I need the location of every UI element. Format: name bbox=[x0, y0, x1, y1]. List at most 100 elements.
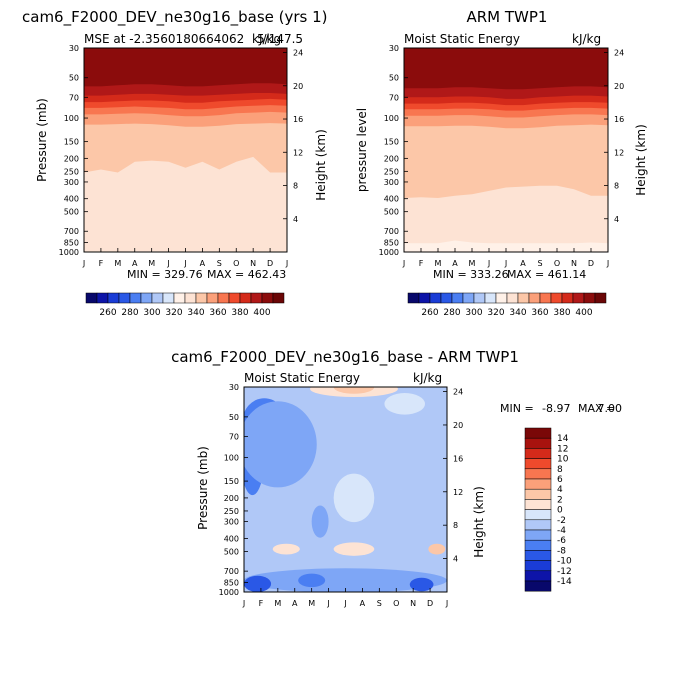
pressure-tick-label: 150 bbox=[224, 477, 239, 486]
colorbar-label: -8 bbox=[557, 546, 566, 556]
colorbar-label: -12 bbox=[557, 567, 572, 577]
height-tick-label: 24 bbox=[293, 49, 303, 58]
panel2-title: ARM TWP1 bbox=[467, 8, 548, 26]
month-tick-label: M bbox=[435, 259, 442, 268]
contour-blob bbox=[244, 575, 272, 592]
colorbar-swatch bbox=[561, 292, 574, 304]
month-tick-label: M bbox=[274, 599, 281, 608]
colorbar-label: 280 bbox=[121, 308, 138, 318]
colorbar-label: -4 bbox=[557, 526, 566, 536]
contour-blob bbox=[384, 393, 426, 415]
colorbar-label: 400 bbox=[253, 308, 270, 318]
pressure-tick-label: 100 bbox=[384, 114, 399, 123]
colorbar-label: 340 bbox=[509, 308, 526, 318]
month-tick-label: J bbox=[242, 599, 245, 608]
colorbar-label: 320 bbox=[487, 308, 504, 318]
colorbar-swatch bbox=[524, 519, 552, 531]
pressure-tick-label: 400 bbox=[384, 195, 399, 204]
panel3-ylabel-right: Height (km) bbox=[472, 486, 486, 557]
colorbar-label: 340 bbox=[187, 308, 204, 318]
height-tick-label: 4 bbox=[614, 215, 619, 224]
pressure-tick-label: 70 bbox=[229, 433, 239, 442]
contour-blob bbox=[298, 573, 326, 588]
month-tick-label: J bbox=[487, 259, 490, 268]
pressure-tick-label: 500 bbox=[224, 547, 239, 556]
panel1-subtitle: MSE at -2.3560180664062 bbox=[84, 32, 244, 46]
pressure-tick-label: 400 bbox=[224, 534, 239, 543]
month-tick-label: J bbox=[504, 259, 507, 268]
pressure-tick-label: 200 bbox=[224, 494, 239, 503]
contour-blob bbox=[333, 542, 375, 556]
panel2-colorbar: 260 280 300 320 340 360 380 400 bbox=[407, 292, 607, 318]
colorbar-label: -2 bbox=[557, 516, 566, 526]
height-tick-label: 8 bbox=[293, 182, 298, 191]
colorbar-swatch bbox=[407, 292, 420, 304]
colorbar-swatch bbox=[418, 292, 431, 304]
colorbar-swatch bbox=[217, 292, 230, 304]
colorbar-label: 360 bbox=[531, 308, 548, 318]
pressure-tick-label: 850 bbox=[384, 239, 399, 248]
colorbar-swatch bbox=[524, 499, 552, 510]
pressure-tick-label: 700 bbox=[64, 227, 79, 236]
pressure-tick-label: 150 bbox=[384, 138, 399, 147]
pressure-tick-label: 70 bbox=[69, 93, 79, 102]
pressure-tick-label: 1000 bbox=[379, 248, 399, 257]
colorbar-swatch bbox=[272, 292, 285, 304]
month-tick-label: M bbox=[114, 259, 121, 268]
month-tick-label: A bbox=[360, 599, 366, 608]
panel3-min-value: -8.97 bbox=[542, 402, 570, 415]
contour-blob bbox=[244, 568, 447, 592]
colorbar-swatch bbox=[228, 292, 241, 304]
month-tick-label: O bbox=[554, 259, 560, 268]
month-tick-label: A bbox=[520, 259, 526, 268]
pressure-tick-label: 200 bbox=[384, 154, 399, 163]
pressure-tick-label: 70 bbox=[389, 93, 399, 102]
month-tick-label: M bbox=[308, 599, 315, 608]
pressure-tick-label: 1000 bbox=[219, 588, 239, 597]
height-tick-label: 24 bbox=[453, 388, 463, 397]
colorbar-swatch bbox=[85, 292, 98, 304]
pressure-tick-label: 50 bbox=[389, 74, 399, 83]
month-tick-label: M bbox=[469, 259, 476, 268]
month-tick-label: J bbox=[285, 259, 288, 268]
colorbar-label: 260 bbox=[99, 308, 116, 318]
pressure-tick-label: 30 bbox=[229, 383, 239, 392]
colorbar-swatch bbox=[583, 292, 596, 304]
pressure-tick-label: 250 bbox=[384, 167, 399, 176]
height-tick-label: 16 bbox=[453, 454, 463, 463]
height-tick-label: 8 bbox=[614, 182, 619, 191]
month-tick-label: A bbox=[200, 259, 206, 268]
month-tick-label: O bbox=[233, 259, 239, 268]
month-tick-label: D bbox=[588, 259, 594, 268]
panel1-title: cam6_F2000_DEV_ne30g16_base (yrs 1) bbox=[22, 8, 328, 27]
colorbar-swatch bbox=[539, 292, 552, 304]
height-tick-label: 4 bbox=[293, 215, 298, 224]
colorbar-swatch bbox=[524, 437, 552, 449]
panel1-max: MAX = 462.43 bbox=[207, 268, 286, 281]
month-tick-label: A bbox=[452, 259, 458, 268]
pressure-tick-label: 50 bbox=[229, 413, 239, 422]
colorbar-swatch bbox=[96, 292, 109, 304]
colorbar-label: 2 bbox=[557, 495, 563, 505]
panel3-ylabel: Pressure (mb) bbox=[196, 446, 210, 530]
colorbar-swatch bbox=[524, 448, 552, 459]
pressure-tick-label: 500 bbox=[64, 208, 79, 217]
colorbar-swatch bbox=[118, 292, 131, 304]
month-tick-label: S bbox=[537, 259, 542, 268]
colorbar-label: 6 bbox=[557, 475, 563, 485]
panel2-max: MAX = 461.14 bbox=[507, 268, 586, 281]
colorbar-swatch bbox=[524, 478, 552, 490]
colorbar-swatch bbox=[107, 292, 120, 304]
pressure-tick-label: 700 bbox=[224, 567, 239, 576]
colorbar-swatch bbox=[173, 292, 186, 304]
colorbar-label: 360 bbox=[209, 308, 226, 318]
contour-band-330 bbox=[84, 156, 287, 252]
panel2-min: MIN = 333.26 bbox=[433, 268, 509, 281]
month-tick-label: F bbox=[419, 259, 424, 268]
month-tick-label: D bbox=[267, 259, 273, 268]
colorbar-swatch bbox=[473, 292, 486, 304]
month-tick-label: J bbox=[343, 599, 346, 608]
